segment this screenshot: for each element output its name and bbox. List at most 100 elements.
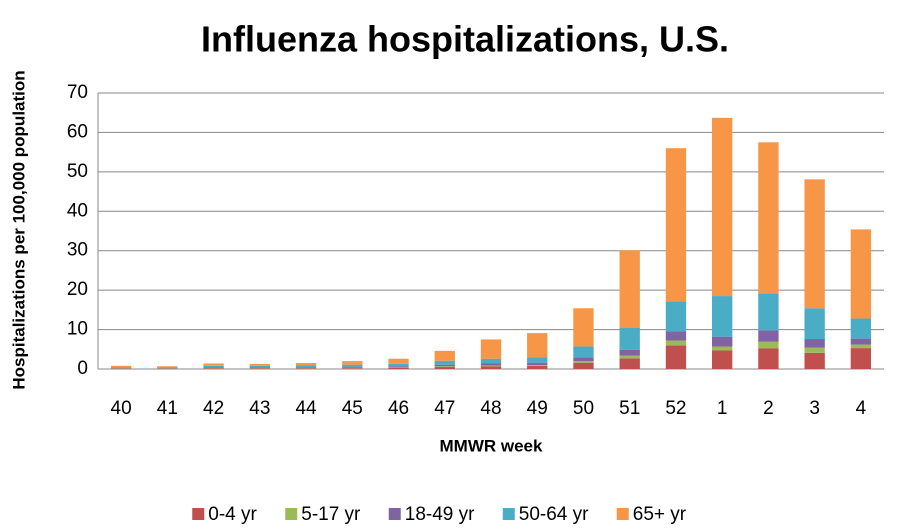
bar-segment <box>804 308 825 340</box>
bar-segment <box>527 362 548 366</box>
bar-segment <box>619 250 640 328</box>
bar-segment <box>388 363 409 367</box>
bar-segment <box>480 339 502 359</box>
bar-segment <box>480 366 502 369</box>
bar-segment <box>480 358 502 364</box>
bar-segment <box>527 333 548 358</box>
x-tick-label: 2 <box>763 398 774 419</box>
x-tick-label: 1 <box>717 398 728 419</box>
bar-segment <box>295 363 317 366</box>
bar-segment <box>342 364 363 367</box>
bar-segment <box>712 117 733 297</box>
bar-segment <box>342 368 363 369</box>
x-tick-label: 3 <box>809 398 820 419</box>
bar-segment <box>850 229 872 319</box>
legend-label: 0-4 yr <box>208 504 257 525</box>
bar-segment <box>850 348 872 369</box>
x-axis-label: MMWR week <box>440 436 544 455</box>
x-tick-label: 48 <box>480 398 501 419</box>
y-tick-label: 70 <box>67 82 88 103</box>
legend-label: 65+ yr <box>633 504 687 525</box>
y-tick-label: 40 <box>67 200 88 221</box>
bar-segment <box>619 327 640 350</box>
bar-segment <box>249 363 270 366</box>
bar-segment <box>850 318 872 339</box>
bar-segment <box>480 365 502 367</box>
bar-segment <box>758 142 779 294</box>
x-tick-label: 49 <box>527 398 548 419</box>
bar-segment <box>434 350 455 361</box>
bar-segment <box>157 367 178 368</box>
bar-segment <box>573 362 594 369</box>
bar-segment <box>619 358 640 369</box>
bar-segment <box>573 346 594 358</box>
bar-segment <box>249 365 270 368</box>
bar-segment <box>712 350 733 369</box>
bar-segment <box>665 340 687 346</box>
x-tick-label: 52 <box>665 398 686 419</box>
bar-segment <box>110 367 132 368</box>
legend-label: 18-49 yr <box>405 504 475 525</box>
x-tick-label: 47 <box>434 398 455 419</box>
bar-segment <box>388 367 409 369</box>
bar-segment <box>758 341 779 349</box>
bar-segment <box>203 363 224 366</box>
x-tick-label: 4 <box>856 398 867 419</box>
legend-label: 5-17 yr <box>301 504 361 525</box>
x-tick-label: 42 <box>203 398 224 419</box>
bar-segment <box>434 364 455 367</box>
y-axis-label: Hospitalizations per 100,000 population <box>9 70 28 389</box>
bar-segment <box>758 330 779 342</box>
x-tick-label: 44 <box>295 398 317 419</box>
bar-segment <box>434 360 455 365</box>
x-tick-label: 51 <box>619 398 640 419</box>
bar-segment <box>203 367 224 368</box>
legend-swatch <box>502 508 515 520</box>
bar-segment <box>388 358 409 364</box>
y-tick-label: 10 <box>67 319 88 340</box>
bar-segment <box>712 346 733 351</box>
bar-segment <box>342 361 363 365</box>
bar-segment <box>758 348 779 369</box>
chart-title: Influenza hospitalizations, U.S. <box>201 19 729 60</box>
bar-segment <box>804 352 825 369</box>
y-tick-label: 60 <box>67 121 88 142</box>
bar-segment <box>295 367 317 368</box>
bar-segment <box>527 365 548 369</box>
bar-segment <box>665 331 687 341</box>
bar-segment <box>434 366 455 368</box>
bar-segment <box>619 355 640 359</box>
bar-segment <box>249 367 270 368</box>
bar-segment <box>573 361 594 363</box>
bar-segment <box>480 363 502 366</box>
bar-segment <box>388 366 409 368</box>
bar-segment <box>665 301 687 332</box>
bar-segment <box>249 368 270 369</box>
bar-segment <box>804 347 825 353</box>
legend-swatch <box>388 508 401 520</box>
bar-segment <box>665 148 687 302</box>
bar-segment <box>110 365 132 368</box>
y-tick-label: 0 <box>77 358 88 379</box>
bar-segment <box>804 339 825 348</box>
x-tick-label: 40 <box>111 398 132 419</box>
bar-segment <box>203 368 224 369</box>
bar-segment <box>712 296 733 337</box>
x-tick-label: 46 <box>388 398 409 419</box>
bar-segment <box>434 367 455 369</box>
bar-segment <box>804 179 825 309</box>
bar-segment <box>850 344 872 349</box>
legend-swatch <box>616 508 629 520</box>
x-tick-label: 41 <box>157 398 178 419</box>
bar-segment <box>573 357 594 362</box>
bar-segment <box>619 349 640 356</box>
bar-segment <box>157 366 178 368</box>
bar-segment <box>665 345 687 369</box>
bar-segment <box>342 366 363 368</box>
legend-label: 50-64 yr <box>519 504 589 525</box>
bar-segment <box>527 365 548 366</box>
bar-segment <box>573 308 594 347</box>
bar-segment <box>850 338 872 345</box>
bar-segment <box>295 368 317 369</box>
